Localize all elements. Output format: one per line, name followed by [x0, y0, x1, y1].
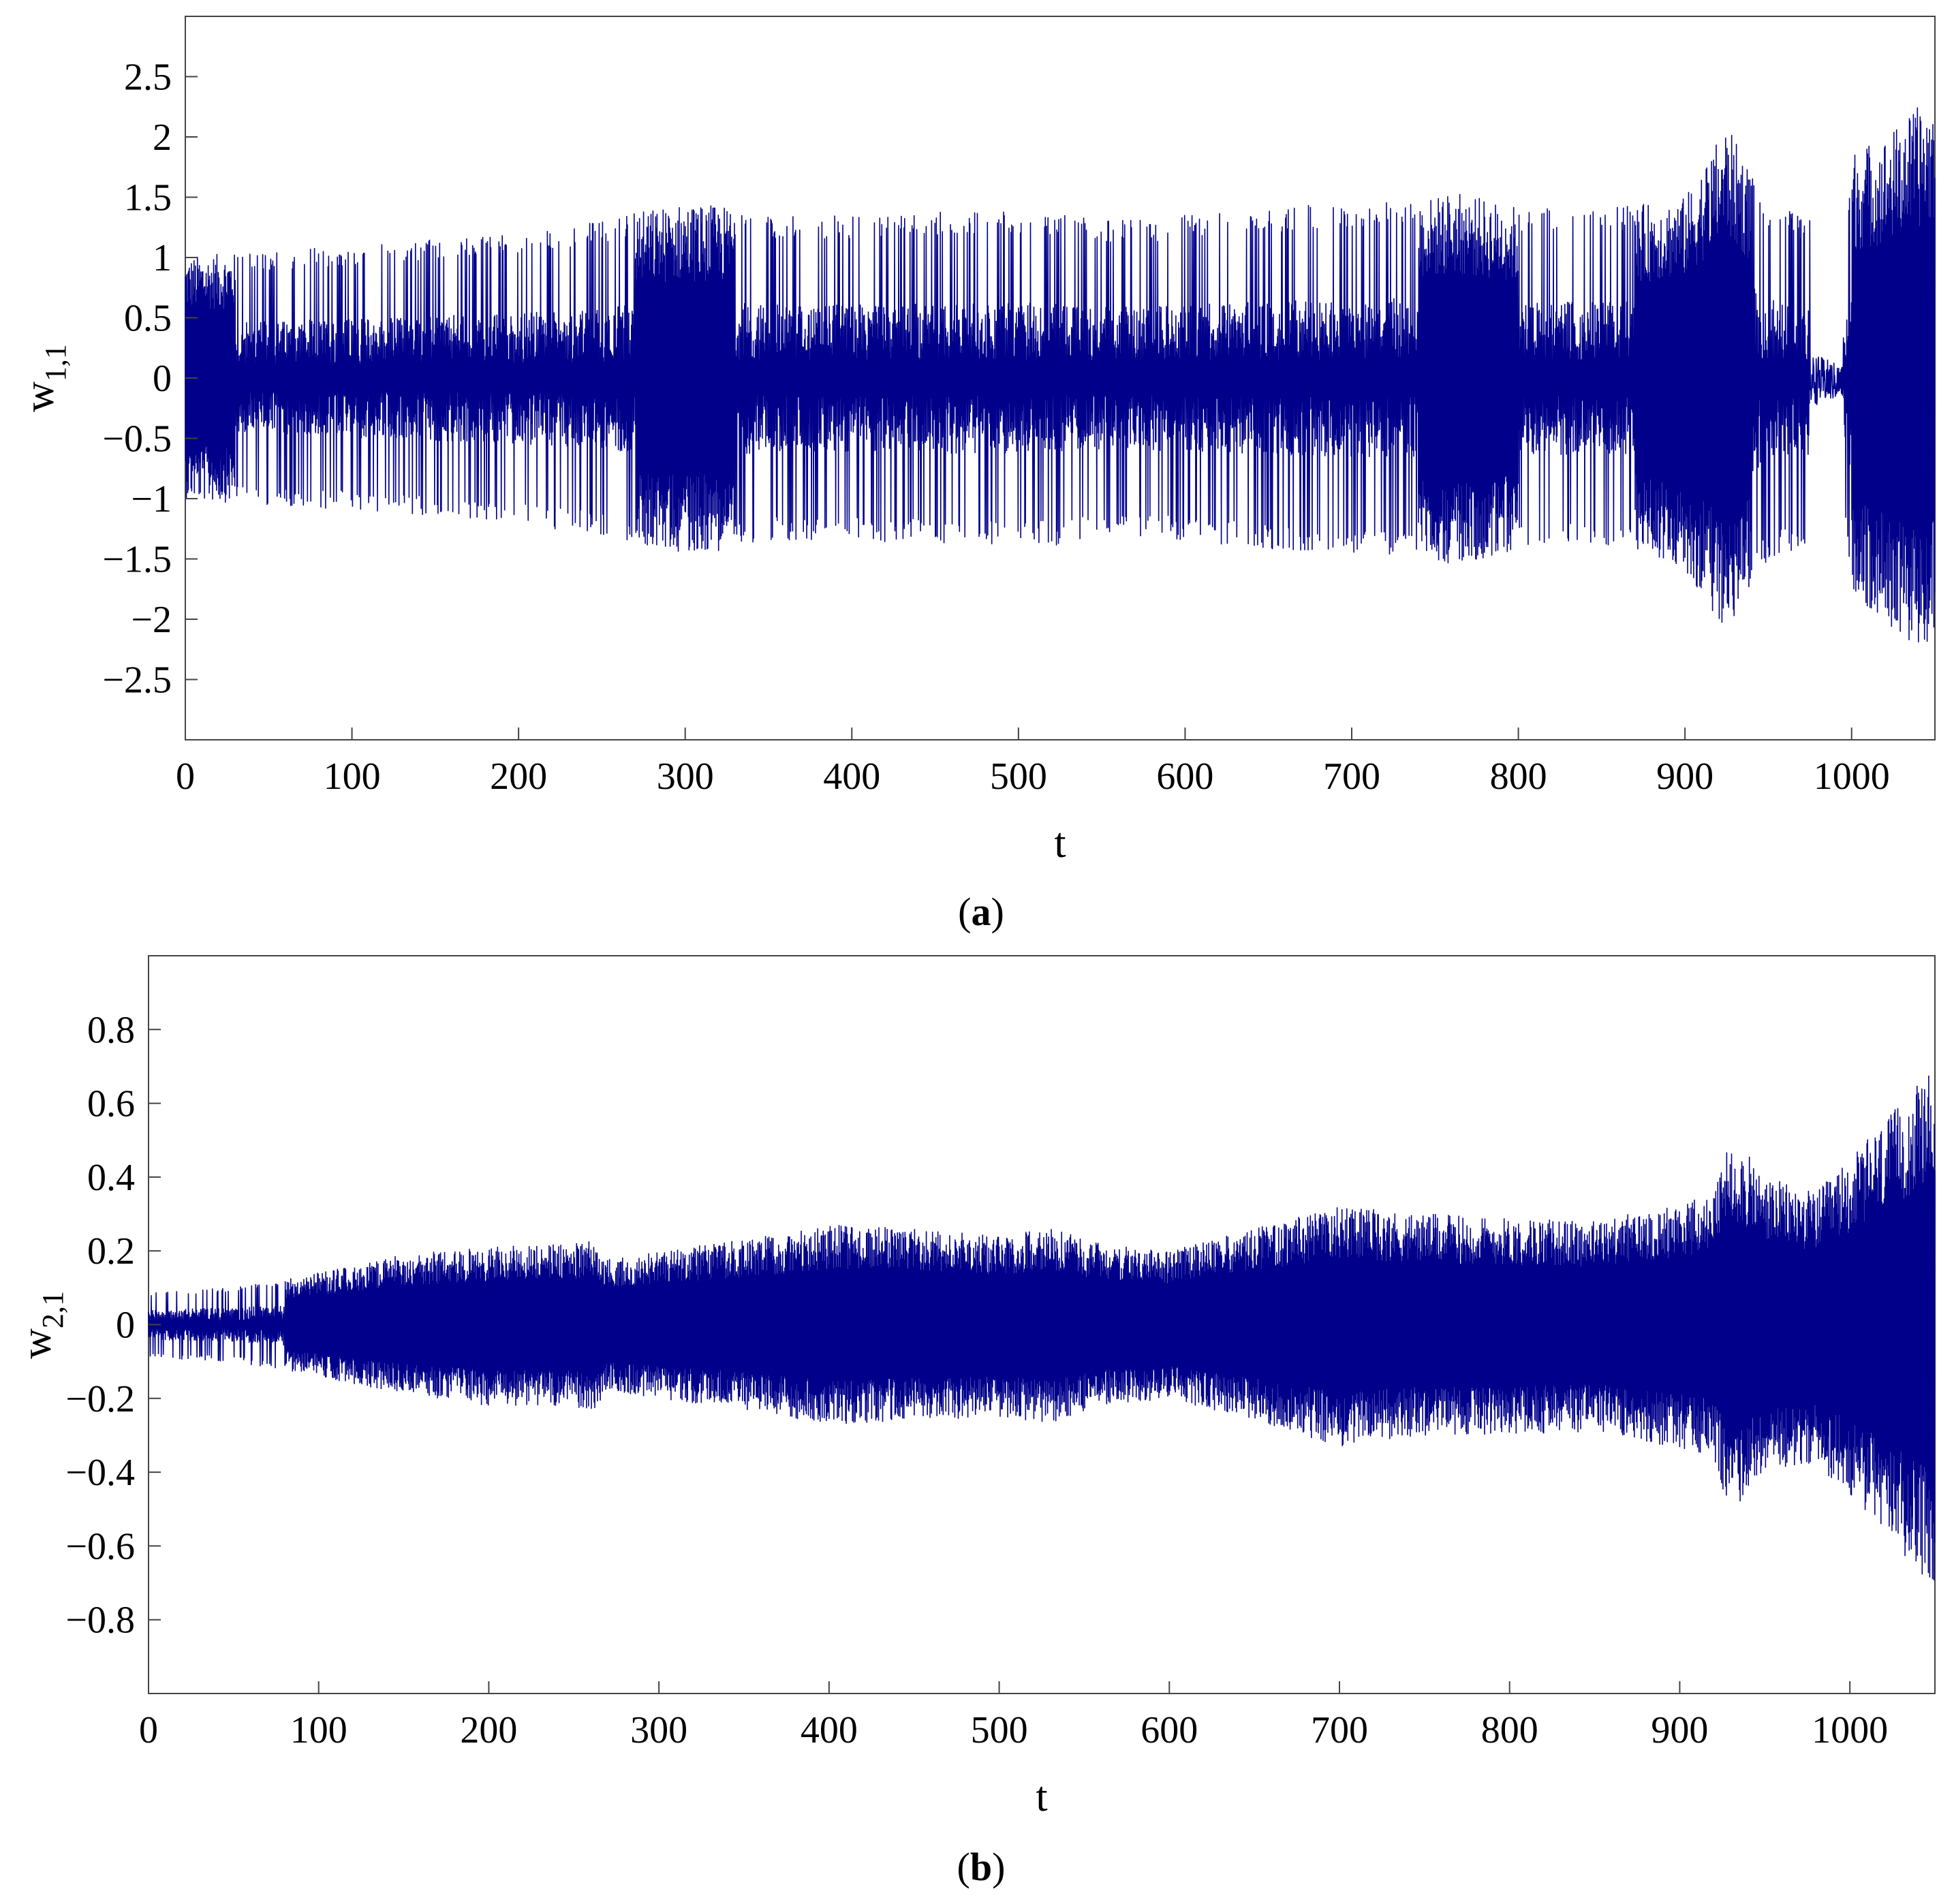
x-tick-label: 400 — [823, 755, 880, 798]
y-axis-title-b: w2,1 — [14, 1291, 69, 1359]
x-tick-label: 0 — [139, 1709, 158, 1751]
x-tick-label: 600 — [1141, 1709, 1198, 1751]
x-tick-label: 200 — [490, 755, 547, 798]
x-tick-label: 600 — [1156, 755, 1213, 798]
y-tick-label: 0.4 — [87, 1157, 135, 1199]
y-tick-label: 0.5 — [124, 298, 172, 340]
panel-b: 0 100 200 300 400 500 600 700 800 900 1000 0.80.60… — [14, 955, 1936, 1889]
y-tick-label: −2.5 — [102, 659, 172, 702]
x-tick-label: 100 — [290, 1709, 347, 1751]
x-tick-label: 500 — [971, 1709, 1028, 1751]
x-tick-label: 800 — [1481, 1709, 1538, 1751]
x-tick-label: 800 — [1490, 755, 1547, 798]
x-tick-label: 700 — [1323, 755, 1380, 798]
y-tick-label: 0 — [153, 358, 172, 400]
y-tick-label: −0.8 — [65, 1599, 135, 1642]
y-tick-label: −1.5 — [102, 539, 172, 581]
y-tick-label: −1 — [131, 478, 172, 520]
x-tick-label: 400 — [801, 1709, 858, 1751]
y-tick-label: 0.2 — [87, 1230, 135, 1273]
x-tick-label: 300 — [630, 1709, 687, 1751]
y-tick-label: −0.2 — [65, 1378, 135, 1420]
x-tick-label: 0 — [176, 755, 195, 798]
x-tick-label: 300 — [657, 755, 714, 798]
x-tick-label: 700 — [1311, 1709, 1368, 1751]
x-tick-label: 900 — [1656, 755, 1713, 798]
y-tick-label: −0.6 — [65, 1525, 135, 1567]
x-tick-label: 100 — [324, 755, 381, 798]
y-axis-title-a: w1,1 — [16, 344, 72, 412]
y-tick-label: −0.5 — [102, 418, 172, 461]
x-ticks-b: 0 100 200 300 400 500 600 700 800 900 1000 — [139, 1681, 1888, 1751]
y-tick-label: 2.5 — [124, 57, 172, 99]
y-tick-label: −0.4 — [65, 1452, 135, 1494]
y-tick-label: 2 — [153, 116, 172, 159]
y-tick-label: −2 — [131, 599, 172, 641]
panel-a: 0 100 200 300 400 500 600 700 800 900 1000 2.5 2 1.5… — [16, 16, 1936, 934]
series-line-b — [148, 1075, 1936, 1580]
panel-label-b: (b) — [957, 1845, 1006, 1889]
series-line — [185, 107, 1936, 642]
x-axis-title-b: t — [1036, 1774, 1047, 1820]
series-line-a — [185, 107, 1936, 642]
x-tick-label: 200 — [460, 1709, 517, 1751]
x-ticks-a: 0 100 200 300 400 500 600 700 800 900 1000 — [176, 728, 1890, 798]
y-tick-label: 1 — [153, 237, 172, 279]
y-tick-label: 0.6 — [87, 1083, 135, 1125]
y-ticks-a: 2.5 2 1.5 1 0.5 0 −0.5 −1 −1.5 −2 −2.5 — [102, 57, 198, 702]
y-tick-label: 1.5 — [124, 177, 172, 219]
x-tick-label: 500 — [990, 755, 1047, 798]
x-axis-title-a: t — [1054, 820, 1066, 867]
y-tick-label: 0 — [116, 1305, 135, 1347]
panel-label-a: (a) — [958, 890, 1004, 934]
x-tick-label: 1000 — [1814, 755, 1890, 798]
y-tick-label: 0.8 — [87, 1009, 135, 1051]
series-line — [148, 1075, 1936, 1580]
x-tick-label: 900 — [1651, 1709, 1708, 1751]
x-tick-label: 1000 — [1812, 1709, 1888, 1751]
y-ticks-b: 0.8 0.6 0.4 0.2 0 −0.2 −0.4 −0.6 −0.8 — [65, 1009, 161, 1642]
